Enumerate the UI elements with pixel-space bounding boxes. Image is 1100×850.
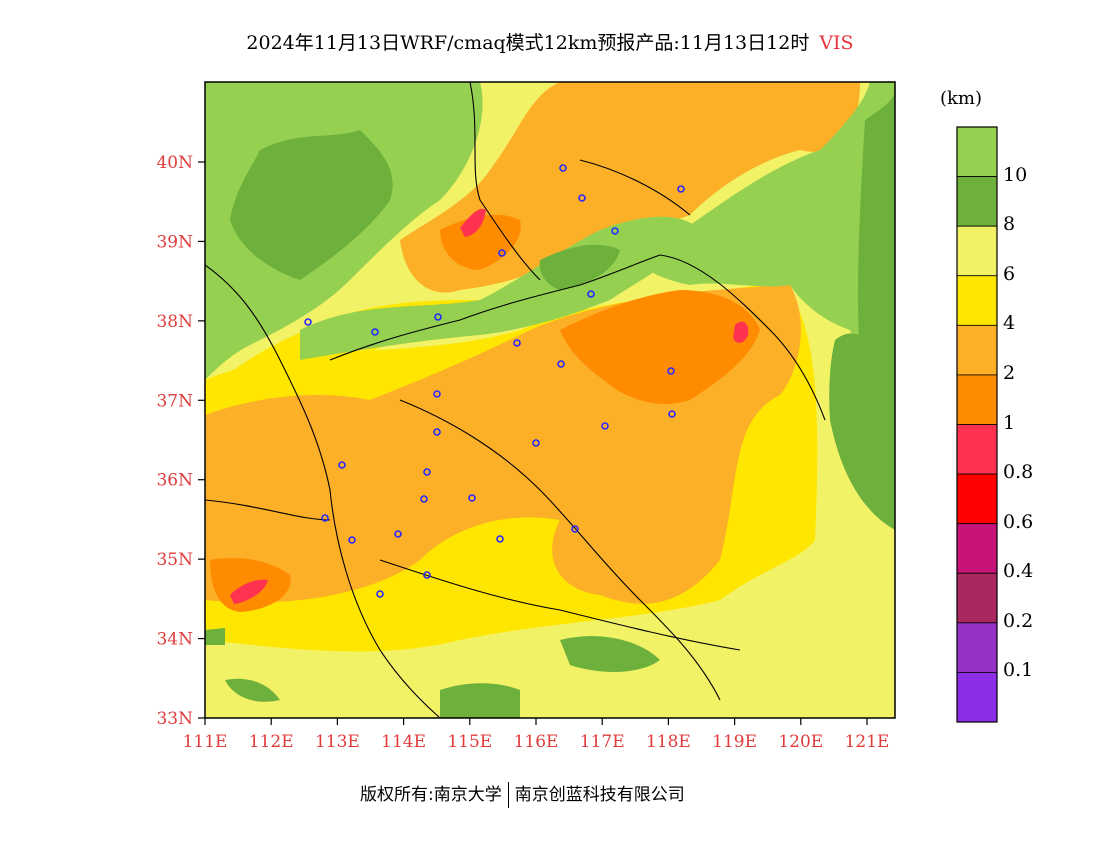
field-green-south-a <box>440 683 520 718</box>
footer-credit: 版权所有:南京大学 南京创蓝科技有限公司 <box>360 780 685 808</box>
station-marker <box>423 468 431 476</box>
station-marker <box>667 367 675 375</box>
colorbar-label: 4 <box>1003 312 1016 335</box>
station-marker <box>496 535 504 543</box>
copyright-text: 版权所有:南京大学 <box>360 785 502 805</box>
lon-tick-label: 116E <box>514 732 559 752</box>
field-green-south-c <box>225 678 280 702</box>
station-markers <box>304 164 685 598</box>
lon-tick-label: 115E <box>447 732 492 752</box>
lat-tick-label: 37N <box>156 391 193 411</box>
colorbar-bin <box>956 473 998 525</box>
colorbar-bin <box>956 324 998 376</box>
station-marker <box>321 514 329 522</box>
station-marker <box>611 227 619 235</box>
colorbar-label: 1 <box>1003 411 1016 434</box>
station-marker <box>371 328 379 336</box>
station-marker <box>677 185 685 193</box>
colorbar-label: 2 <box>1003 361 1016 384</box>
field-red-spot-north <box>460 208 486 237</box>
colorbar-bin <box>956 622 998 673</box>
field-orange-central <box>560 290 760 405</box>
lat-tick-label: 33N <box>156 709 193 729</box>
station-marker <box>532 439 540 447</box>
boundary-lines <box>205 82 826 718</box>
station-marker <box>304 318 312 326</box>
station-marker <box>601 422 609 430</box>
field-green-dark-northwest <box>230 130 393 280</box>
colorbar-label: 6 <box>1003 262 1016 285</box>
colorbar-bin <box>956 424 998 475</box>
colorbar-label: 8 <box>1003 213 1016 236</box>
field-green-south-d <box>205 628 225 645</box>
station-marker <box>434 313 442 321</box>
lat-tick-label: 34N <box>156 630 193 650</box>
lon-tick-label: 120E <box>778 732 823 752</box>
lat-tick-label: 35N <box>156 550 193 570</box>
colorbar-label: 10 <box>1003 163 1028 186</box>
station-marker <box>578 194 586 202</box>
station-marker <box>433 390 441 398</box>
field-green-south-b <box>560 636 660 672</box>
field-red-spot-southwest <box>230 579 268 604</box>
lon-tick-label: 118E <box>646 732 691 752</box>
lon-tick-label: 117E <box>580 732 625 752</box>
lon-tick-label: 119E <box>712 732 757 752</box>
title-variable: VIS <box>819 32 854 54</box>
field-green-corridor-dark <box>539 244 620 290</box>
station-marker <box>420 495 428 503</box>
lat-tick-label: 36N <box>156 471 193 491</box>
colorbar-frame <box>956 126 998 723</box>
visibility-field <box>205 82 895 718</box>
colorbar-label: 0.8 <box>1003 461 1034 484</box>
colorbar-label: 0.1 <box>1003 659 1034 682</box>
longitude-axis: 111E 112E 113E 114E 115E 116E 117E 118E 119E 120E… <box>183 718 890 752</box>
station-marker <box>587 290 595 298</box>
station-marker <box>433 428 441 436</box>
footer-divider <box>507 782 509 808</box>
station-marker <box>338 461 346 469</box>
lat-tick-label: 39N <box>156 232 193 252</box>
lon-tick-label: 112E <box>249 732 294 752</box>
colorbar-bin <box>956 523 998 574</box>
field-red-spot-east <box>733 321 749 343</box>
colorbar-bin <box>956 225 998 277</box>
lon-tick-label: 114E <box>381 732 426 752</box>
station-marker <box>571 525 579 533</box>
colorbar-bin <box>956 572 998 624</box>
colorbar-bin <box>956 672 998 723</box>
colorbar-bin <box>956 275 998 326</box>
lon-tick-label: 121E <box>845 732 890 752</box>
station-marker <box>559 164 567 172</box>
colorbar-unit: (km) <box>940 88 983 109</box>
field-green-northeast <box>640 82 895 470</box>
latitude-axis: 33N 34N 35N 36N 37N 38N 39N 40N <box>156 153 205 729</box>
colorbar-bin <box>956 374 998 425</box>
station-marker <box>498 249 506 257</box>
colorbar-label: 0.2 <box>1003 609 1034 632</box>
station-marker <box>394 530 402 538</box>
colorbar-label: 0.4 <box>1003 560 1034 583</box>
station-marker <box>423 571 431 579</box>
lon-tick-label: 111E <box>183 732 228 752</box>
colorbar-bin <box>956 126 998 177</box>
station-marker <box>557 360 565 368</box>
station-marker <box>668 410 676 418</box>
station-marker <box>468 494 476 502</box>
station-marker <box>513 339 521 347</box>
colorbar-bin <box>956 176 998 227</box>
field-green-east-coast <box>829 333 895 530</box>
lat-tick-label: 40N <box>156 153 193 173</box>
lat-tick-label: 38N <box>156 312 193 332</box>
colorbar <box>956 126 998 723</box>
map-title: 2024年11月13日WRF/cmaq模式12km预报产品:11月13日12时 V… <box>0 28 1100 55</box>
title-text: 2024年11月13日WRF/cmaq模式12km预报产品:11月13日12时 <box>246 32 810 54</box>
colorbar-label: 0.6 <box>1003 510 1034 533</box>
station-marker <box>348 536 356 544</box>
company-text: 南京创蓝科技有限公司 <box>514 785 685 805</box>
lon-tick-label: 113E <box>315 732 360 752</box>
station-marker <box>376 590 384 598</box>
